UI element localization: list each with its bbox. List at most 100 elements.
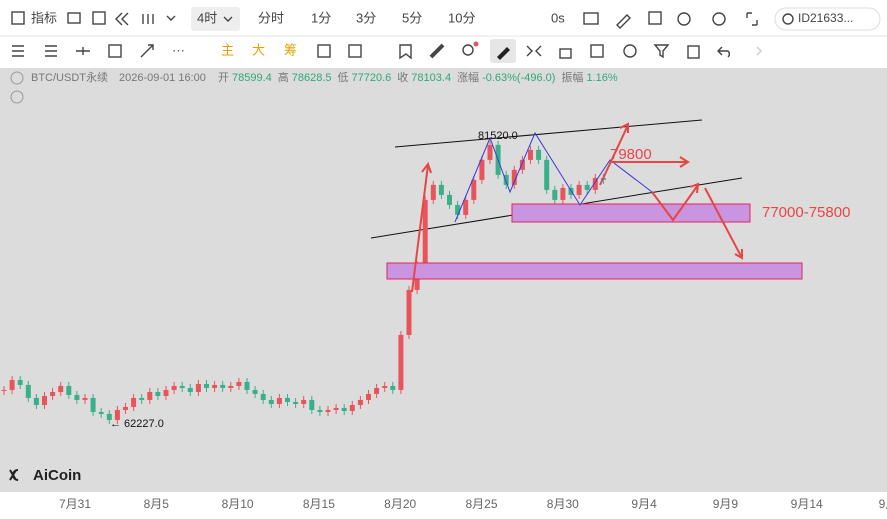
- candle: [98, 411, 104, 414]
- clock-icon[interactable]: [677, 12, 691, 26]
- time: 2026-09-01 16:00: [119, 72, 206, 84]
- magnet-tool[interactable]: [623, 44, 637, 58]
- candle: [228, 385, 234, 388]
- camera-icon[interactable]: [583, 12, 599, 25]
- tool[interactable]: [317, 44, 331, 58]
- candle: [260, 393, 266, 400]
- candle: [552, 189, 558, 200]
- x-tick-label: 8月10: [222, 497, 254, 511]
- candle: [187, 387, 193, 392]
- candle: [503, 174, 509, 185]
- candle: [276, 397, 282, 404]
- candle: [58, 385, 64, 392]
- account-button[interactable]: [774, 7, 881, 31]
- tool[interactable]: [526, 45, 542, 57]
- ray-tool[interactable]: [140, 44, 154, 58]
- tool[interactable]: [348, 44, 362, 58]
- lock-tool[interactable]: [559, 48, 572, 59]
- x-tick-label: 8月30: [547, 497, 579, 511]
- field-label: 开: [218, 72, 229, 84]
- candle: [374, 387, 380, 394]
- interval-option[interactable]: 3分: [356, 10, 376, 25]
- candle: [131, 397, 137, 407]
- ruler-tool[interactable]: [429, 43, 445, 59]
- candle: [390, 385, 396, 390]
- timer[interactable]: 0s: [551, 10, 565, 25]
- zone-box: [386, 262, 803, 280]
- field-value: 77720.6: [352, 72, 392, 84]
- tool[interactable]: [590, 44, 604, 58]
- candle: [147, 391, 153, 400]
- zone-box: [511, 203, 751, 223]
- menu-icons[interactable]: [12, 45, 90, 57]
- candle: [406, 289, 412, 335]
- collapse-icon[interactable]: [10, 90, 24, 104]
- more[interactable]: ···: [172, 42, 185, 57]
- zone-label: 77000-75800: [762, 204, 850, 221]
- add-icon[interactable]: [648, 11, 662, 25]
- interval-button[interactable]: [191, 7, 240, 31]
- candle: [90, 397, 96, 412]
- interval-option[interactable]: 10分: [448, 10, 475, 25]
- fullscreen-icon[interactable]: [746, 12, 758, 26]
- candle: [114, 409, 120, 420]
- zoom-tool[interactable]: [462, 44, 474, 56]
- large-tool[interactable]: 大: [252, 42, 265, 57]
- collapse-icon[interactable]: [10, 71, 24, 85]
- candle: [179, 385, 185, 388]
- candle: [584, 184, 590, 190]
- logo-icon: [9, 469, 19, 482]
- candle: [447, 194, 452, 205]
- rewind-icon[interactable]: [115, 12, 129, 26]
- indicator[interactable]: 指标: [31, 10, 57, 25]
- candle: [74, 394, 80, 400]
- undo[interactable]: [717, 46, 730, 58]
- field-value: 78628.5: [292, 72, 332, 84]
- redo[interactable]: [756, 46, 762, 56]
- indicator-icon[interactable]: [11, 11, 25, 25]
- interval-option[interactable]: 5分: [402, 10, 422, 25]
- chart-type-icon[interactable]: [142, 14, 176, 24]
- interval[interactable]: 4时: [197, 10, 217, 25]
- candle: [317, 409, 323, 412]
- field-value: 1.16%: [586, 72, 617, 84]
- candle: [430, 184, 436, 200]
- delete-tool[interactable]: [687, 45, 700, 59]
- settings-icon[interactable]: [712, 12, 726, 26]
- candle: [252, 389, 258, 394]
- chips-tool[interactable]: 筹: [284, 42, 297, 57]
- x-tick-label: 8月25: [465, 497, 497, 511]
- layout-icon[interactable]: [92, 11, 106, 25]
- interval-option[interactable]: 分时: [258, 10, 284, 25]
- candle: [455, 204, 461, 215]
- wave-path: [454, 131, 653, 223]
- bookmark-tool[interactable]: [399, 44, 412, 60]
- logo: AiCoin: [33, 467, 81, 484]
- calendar-icon[interactable]: [67, 12, 81, 24]
- candle: [438, 184, 444, 195]
- x-tick-label: 9月4: [631, 497, 657, 511]
- chart-area: [0, 68, 887, 492]
- candle: [82, 397, 88, 400]
- target-label: 79800: [610, 146, 652, 163]
- candle: [171, 385, 177, 390]
- brush-icon: [497, 47, 510, 60]
- candle: [398, 334, 404, 390]
- candle: [123, 406, 128, 410]
- main-tool[interactable]: 主: [221, 42, 234, 57]
- interval-option[interactable]: 1分: [311, 10, 331, 25]
- candle: [293, 401, 299, 404]
- rect-tool[interactable]: [108, 44, 122, 58]
- candle: [536, 149, 542, 160]
- candle: [479, 159, 485, 180]
- candle: [42, 395, 47, 405]
- account[interactable]: ID21633...: [798, 11, 853, 25]
- candle: [285, 397, 290, 402]
- pen-icon[interactable]: [616, 14, 631, 29]
- candle: [25, 384, 31, 398]
- badge: [473, 41, 479, 47]
- candle: [463, 199, 469, 215]
- channel-line: [394, 119, 703, 148]
- filter-tool[interactable]: [653, 44, 670, 59]
